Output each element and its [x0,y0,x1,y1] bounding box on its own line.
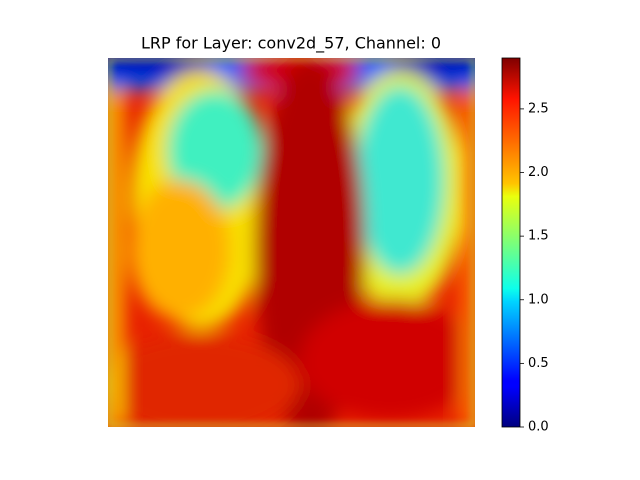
colorbar-tick-label: 2.0 [528,165,549,180]
colorbar-frame [501,57,521,428]
colorbar-tick-label: 0.0 [528,420,549,435]
heatmap-image [108,58,475,427]
chart-title: LRP for Layer: conv2d_57, Channel: 0 [141,34,441,54]
colorbar-tick-label: 1.0 [528,292,549,307]
colorbar-tick-label: 1.5 [528,229,549,244]
colorbar-tick-label: 2.5 [528,101,549,116]
colorbar [502,58,520,427]
colorbar-tick-label: 0.5 [528,356,549,371]
